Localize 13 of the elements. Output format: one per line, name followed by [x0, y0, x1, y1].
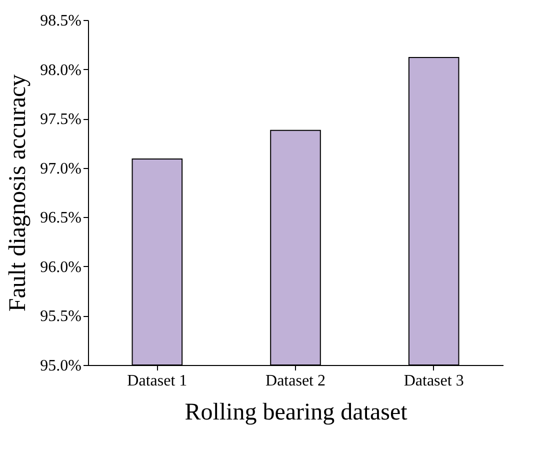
y-axis-title: Fault diagnosis accuracy: [5, 74, 32, 312]
y-tick-label: 96.5%: [40, 210, 82, 227]
y-tick-label: 95.0%: [40, 358, 82, 374]
x-axis-title: Rolling bearing dataset: [184, 400, 408, 426]
y-tick-label: 98.5%: [40, 12, 82, 30]
y-tick-label: 97.5%: [40, 111, 82, 128]
y-tick-label: 95.5%: [40, 308, 82, 326]
y-tick-label: 97.0%: [40, 160, 82, 178]
x-tick-label: Dataset 1: [127, 372, 188, 390]
y-tick-label: 98.0%: [40, 62, 82, 79]
x-tick-label: Dataset 2: [266, 372, 326, 390]
x-tick-label: Dataset 3: [404, 372, 464, 390]
y-tick-label: 96.0%: [40, 258, 82, 276]
